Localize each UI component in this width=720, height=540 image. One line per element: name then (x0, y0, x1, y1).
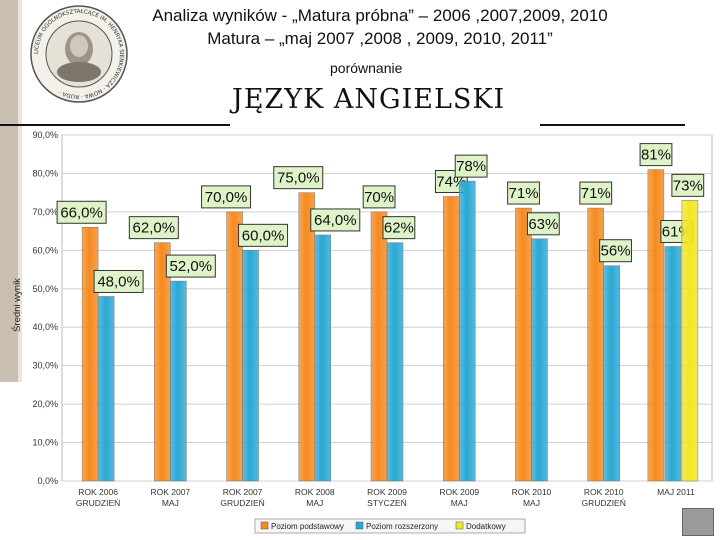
bar (170, 280, 187, 482)
data-label: 64,0% (314, 212, 357, 229)
data-label: 71% (581, 185, 611, 202)
x-tick-label-sub: STYCZEŃ (367, 498, 407, 508)
data-label-box (93, 269, 144, 293)
data-label: 75,0% (277, 170, 320, 187)
bar (515, 207, 532, 482)
data-label-box (599, 239, 632, 263)
x-tick-label-sub: MAJ (523, 498, 540, 508)
y-tick-label: 80,0% (32, 168, 58, 178)
data-label-box (639, 143, 673, 167)
title-line-2: Matura – „maj 2007 ,2008 , 2009, 2010, 2… (207, 29, 553, 48)
data-label-box (454, 154, 488, 178)
y-tick-label: 70,0% (32, 207, 58, 217)
y-tick-label: 60,0% (32, 245, 58, 255)
x-tick-label-sub: GRUDZIEŃ (76, 498, 120, 508)
data-label-box (362, 185, 396, 209)
data-label: 71% (509, 185, 539, 202)
y-tick-label: 30,0% (32, 361, 58, 371)
y-tick-label: 20,0% (32, 399, 58, 409)
subject-heading: JĘZYK ANGIELSKI (232, 84, 506, 115)
data-label-box (201, 185, 252, 209)
heading-rule-left (0, 124, 230, 126)
data-label: 81% (641, 147, 671, 164)
left-decor-bar-inner (18, 0, 22, 382)
bar (370, 211, 388, 482)
data-label: 70% (364, 189, 394, 206)
data-label: 73% (673, 177, 703, 194)
x-tick-label-sub: MAJ (451, 498, 468, 508)
y-tick-label: 90,0% (32, 130, 58, 140)
y-tick-label: 0,0% (37, 476, 58, 486)
subtitle: porównanie (330, 60, 403, 76)
bar (603, 265, 620, 482)
x-tick-label-sub: GRUDZIEŃ (581, 498, 625, 508)
x-tick-label-sub: GRUDZIEŃ (220, 498, 264, 508)
bar (531, 238, 548, 482)
bar (386, 242, 404, 482)
data-label-box (238, 223, 289, 247)
data-label-box (310, 208, 361, 232)
data-label-box (56, 200, 107, 224)
bar (442, 196, 460, 482)
bar (298, 192, 316, 482)
bar (97, 296, 115, 482)
data-label-box (382, 216, 416, 240)
legend-label: Dodatkowy (466, 522, 506, 531)
x-tick-label-sub: MAJ (306, 498, 323, 508)
x-tick-label-sub: MAJ (162, 498, 179, 508)
bar (681, 200, 699, 482)
x-tick-label: ROK 2006 (78, 487, 118, 497)
legend-label: Poziom rozszerzony (366, 522, 438, 531)
data-label: 60,0% (242, 227, 285, 244)
data-label-box (128, 216, 179, 240)
bar (154, 242, 171, 482)
data-label-box (526, 212, 560, 236)
data-label: 74% (436, 174, 466, 191)
legend-swatch (260, 521, 269, 530)
data-label-box (165, 254, 216, 278)
bar (647, 169, 665, 482)
title-line-1: Analiza wyników - „Matura próbna” – 2006… (152, 6, 608, 25)
bar (226, 211, 243, 482)
bar (314, 234, 332, 482)
x-tick-label: MAJ 2011 (657, 487, 695, 497)
school-seal-icon: LICEUM OGÓLNOKSZTAŁCĄCE IM. HENRYKA SIEN… (30, 5, 128, 103)
data-label: 62,0% (133, 220, 176, 237)
bar (664, 246, 682, 482)
legend-label: Poziom podstawowy (271, 522, 344, 531)
left-decor-bar (0, 0, 18, 382)
data-label-box (579, 181, 613, 205)
bar (81, 227, 99, 482)
x-tick-label: ROK 2009 (367, 487, 407, 497)
data-label-box (671, 173, 705, 197)
x-tick-label: ROK 2008 (295, 487, 335, 497)
x-tick-label: ROK 2010 (512, 487, 552, 497)
x-tick-label: ROK 2009 (439, 487, 479, 497)
bar (242, 250, 259, 482)
x-tick-label: ROK 2007 (223, 487, 263, 497)
bar (458, 180, 476, 482)
y-tick-label: 40,0% (32, 322, 58, 332)
data-label: 70,0% (205, 189, 248, 206)
data-label: 66,0% (60, 204, 103, 221)
y-axis-label: Średni wynik (11, 278, 23, 332)
data-label: 48,0% (97, 273, 140, 290)
data-label: 56% (601, 243, 631, 260)
slide-nav-button[interactable] (682, 508, 714, 536)
data-label-box (507, 181, 540, 205)
data-label: 62% (384, 220, 414, 237)
y-tick-label: 50,0% (32, 284, 58, 294)
data-label: 78% (456, 158, 486, 175)
x-tick-label: ROK 2010 (584, 487, 624, 497)
legend-swatch (455, 521, 464, 530)
y-tick-label: 10,0% (32, 438, 58, 448)
heading-rule-right (540, 124, 685, 126)
data-label: 63% (528, 216, 558, 233)
data-label-box (273, 166, 324, 190)
legend-swatch (355, 521, 364, 530)
data-label: 52,0% (170, 258, 213, 275)
x-tick-label: ROK 2007 (150, 487, 190, 497)
